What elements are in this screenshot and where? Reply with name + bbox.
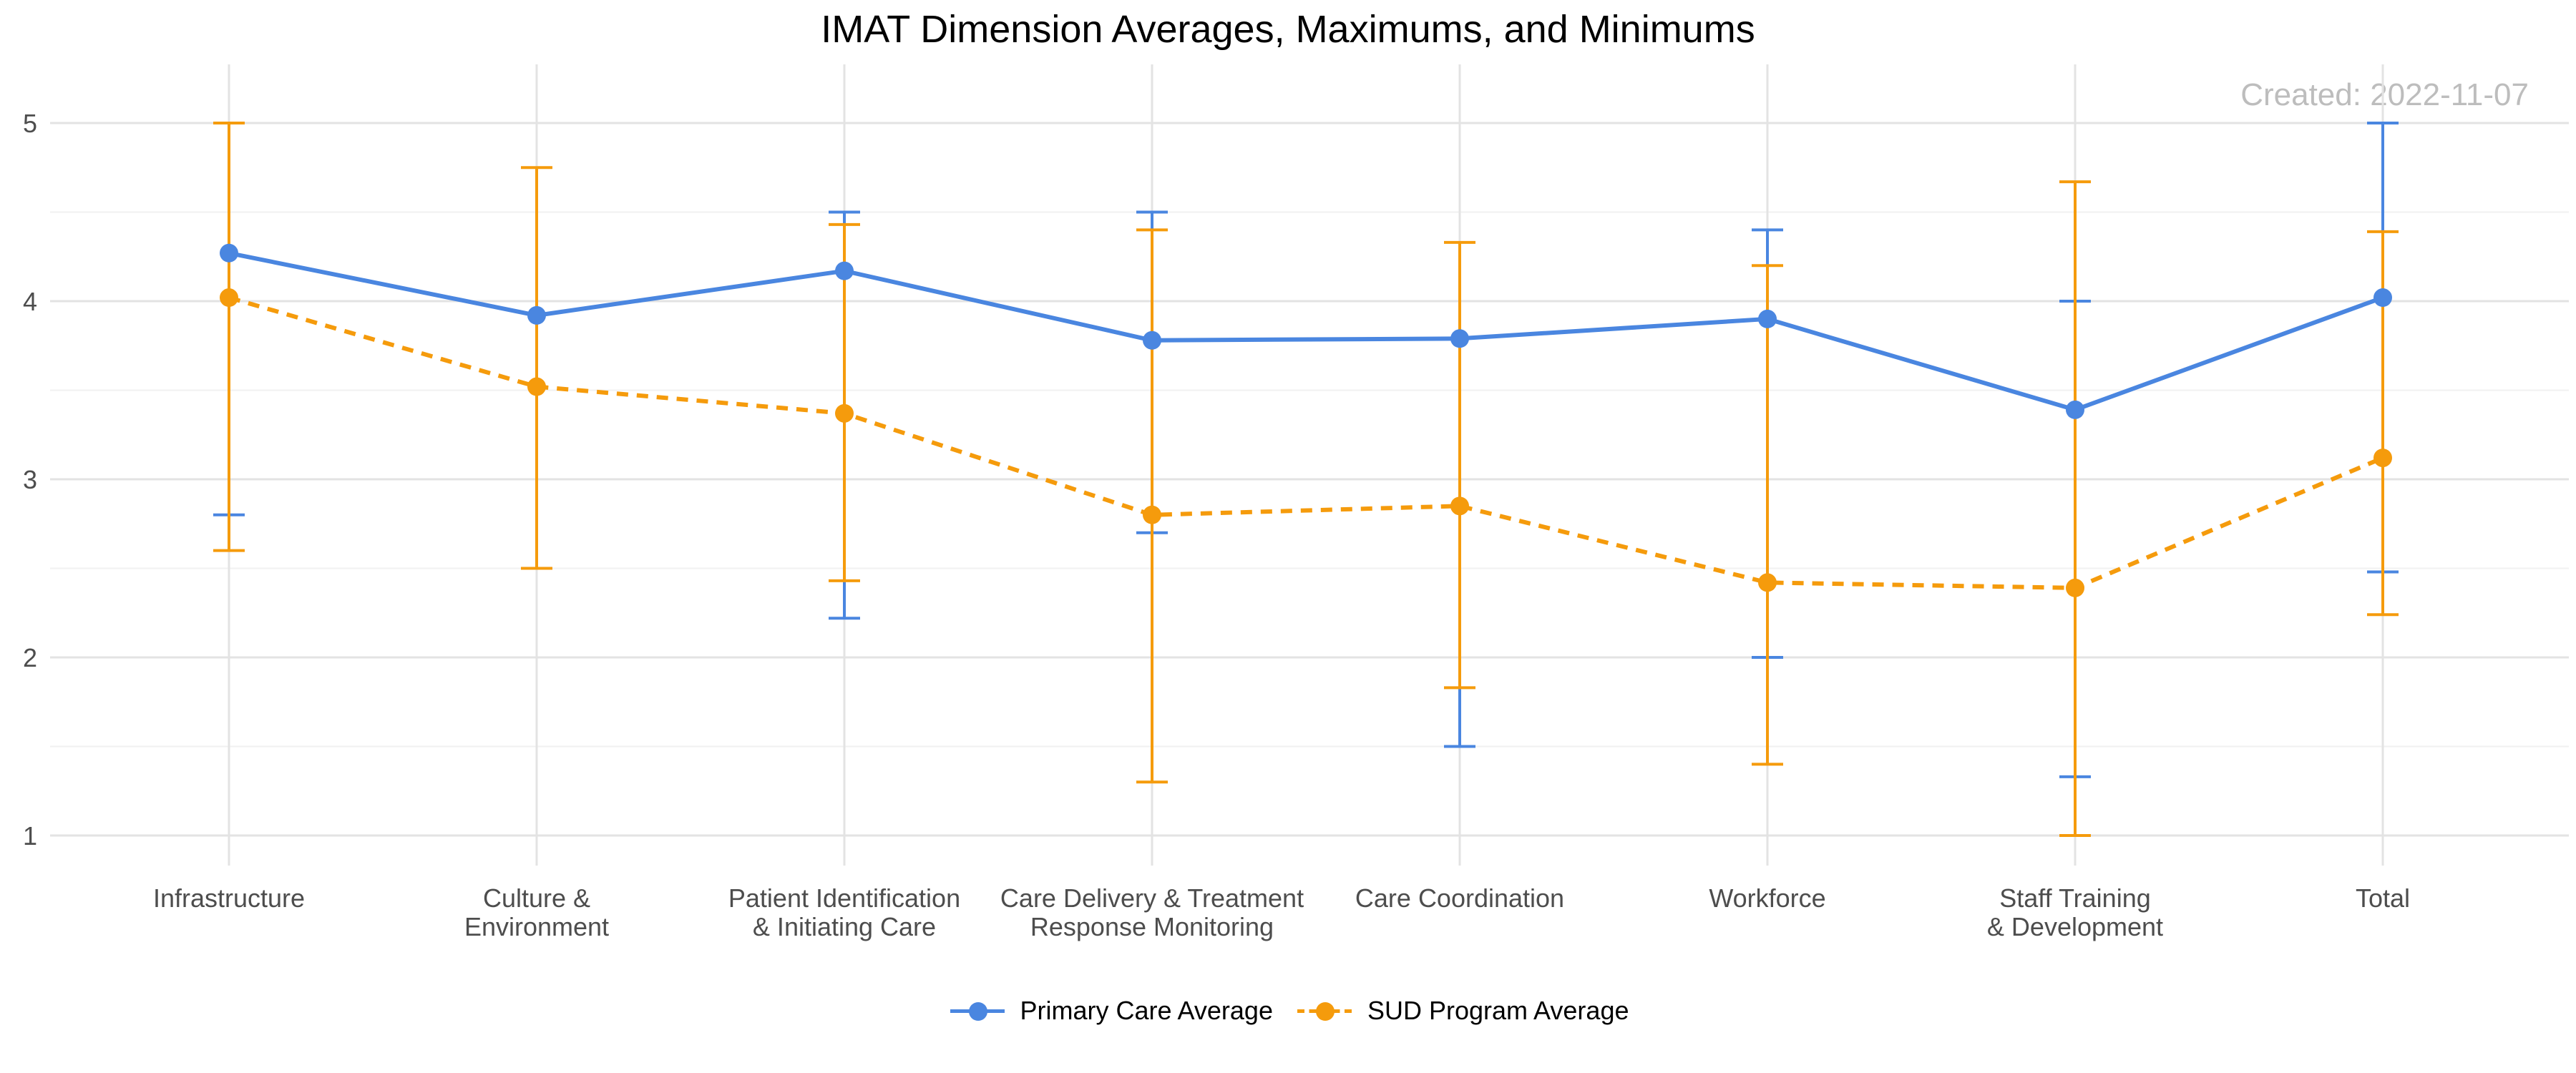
legend-key	[947, 996, 1008, 1025]
legend-item: SUD Program Average	[1294, 996, 1629, 1026]
data-point	[1450, 496, 1469, 516]
data-point	[527, 377, 546, 396]
x-tick-label: & Development	[1987, 912, 2163, 941]
x-tick-label: Response Monitoring	[1030, 912, 1274, 941]
data-point	[2066, 400, 2084, 419]
y-tick-label: 2	[23, 643, 37, 672]
legend-dot	[968, 1002, 987, 1021]
data-point	[220, 288, 238, 308]
x-tick-label: Staff Training	[1999, 883, 2150, 913]
data-point	[1143, 505, 1161, 524]
y-tick-label: 5	[23, 109, 37, 138]
y-tick-label: 3	[23, 465, 37, 494]
x-tick-label: & Initiating Care	[753, 912, 936, 941]
data-point	[835, 403, 854, 423]
data-point	[1758, 573, 1777, 592]
legend-dot	[1315, 1002, 1335, 1021]
data-point	[527, 305, 546, 325]
data-point	[1143, 330, 1161, 350]
x-tick-label: Care Delivery & Treatment	[1000, 883, 1304, 913]
x-tick-label: Total	[2356, 883, 2410, 913]
x-tick-label: Infrastructure	[153, 883, 305, 913]
data-point	[2373, 449, 2392, 468]
x-tick-label: Care Coordination	[1355, 883, 1564, 913]
y-tick-label: 1	[23, 821, 37, 851]
x-tick-label: Culture &	[483, 883, 590, 913]
y-tick-label: 4	[23, 287, 37, 316]
x-tick-label: Patient Identification	[728, 883, 960, 913]
data-point	[220, 243, 238, 263]
x-tick-label: Workforce	[1709, 883, 1825, 913]
series-line	[228, 295, 2384, 590]
legend-label: Primary Care Average	[1020, 996, 1273, 1025]
chart-title: IMAT Dimension Averages, Maximums, and M…	[821, 8, 1755, 51]
data-point	[2373, 288, 2392, 308]
data-point	[1758, 309, 1777, 328]
data-point	[2066, 578, 2084, 597]
chart-legend: Primary Care Average SUD Program Average	[0, 996, 2576, 1026]
legend-label: SUD Program Average	[1367, 996, 1629, 1025]
series-line	[228, 250, 2384, 412]
created-date-annotation: Created: 2022-11-07	[2240, 77, 2529, 112]
legend-key	[1294, 996, 1355, 1025]
data-point	[835, 261, 854, 280]
data-point	[1450, 329, 1469, 348]
legend-item: Primary Care Average	[947, 996, 1273, 1026]
x-tick-label: Environment	[464, 912, 609, 941]
